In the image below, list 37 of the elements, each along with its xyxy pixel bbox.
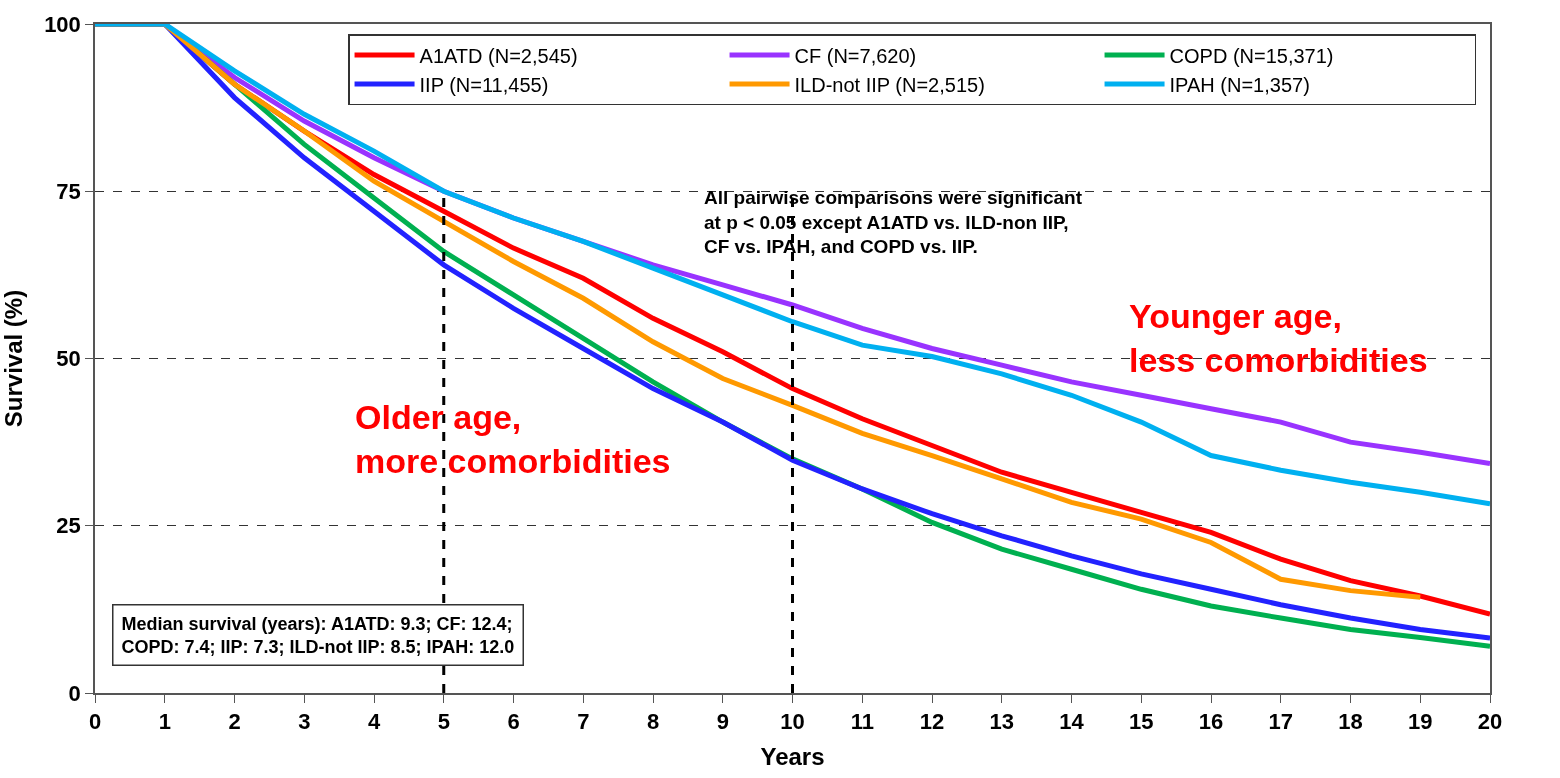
annotation: Younger age, less comorbidities	[1129, 297, 1428, 380]
y-tick-label: 0	[68, 680, 81, 706]
x-tick-label: 13	[989, 709, 1014, 735]
x-tick-label: 19	[1408, 709, 1433, 735]
y-tick-label: 50	[56, 346, 81, 372]
legend-label: CF (N=7,620)	[794, 44, 917, 67]
legend-label: ILD-not IIP (N=2,515)	[794, 73, 985, 96]
y-tick-label: 75	[56, 178, 81, 204]
y-tick-label: 25	[56, 513, 81, 539]
x-tick-label: 14	[1059, 709, 1085, 735]
x-tick-label: 8	[646, 709, 660, 735]
x-tick-label: 2	[228, 709, 241, 735]
x-tick-label: 20	[1477, 709, 1503, 735]
x-tick-label: 5	[437, 709, 450, 735]
x-tick-label: 12	[919, 709, 945, 735]
x-tick-label: 3	[298, 709, 311, 735]
x-tick-label: 9	[716, 709, 729, 735]
legend-label: COPD (N=15,371)	[1169, 44, 1334, 67]
y-tick-label: 100	[44, 11, 81, 37]
x-axis-title: Years	[760, 742, 825, 770]
legend-label: IPAH (N=1,357)	[1169, 73, 1310, 96]
x-tick-label: 6	[507, 709, 520, 735]
y-axis-title: Survival (%)	[0, 289, 27, 428]
legend-label: IIP (N=11,455)	[419, 73, 549, 96]
x-tick-label: 17	[1268, 709, 1293, 735]
x-tick-label: 18	[1338, 709, 1363, 735]
x-tick-label: 4	[367, 709, 381, 735]
legend-label: A1ATD (N=2,545)	[419, 44, 578, 67]
x-tick-label: 0	[88, 709, 102, 735]
x-tick-label: 15	[1129, 709, 1154, 735]
annotation: Older age, more comorbidities	[355, 398, 671, 481]
x-tick-label: 7	[577, 709, 590, 735]
x-tick-label: 10	[780, 709, 805, 735]
annotation: Median survival (years): A1ATD: 9.3; CF: 12.4; COPD: 7.4; IIP: 7.3; ILD-not IIP: 8.5; IPAH: 12.0	[121, 613, 515, 657]
x-tick-label: 11	[850, 709, 874, 735]
x-tick-label: 1	[158, 709, 171, 735]
x-tick-label: 16	[1198, 709, 1224, 735]
